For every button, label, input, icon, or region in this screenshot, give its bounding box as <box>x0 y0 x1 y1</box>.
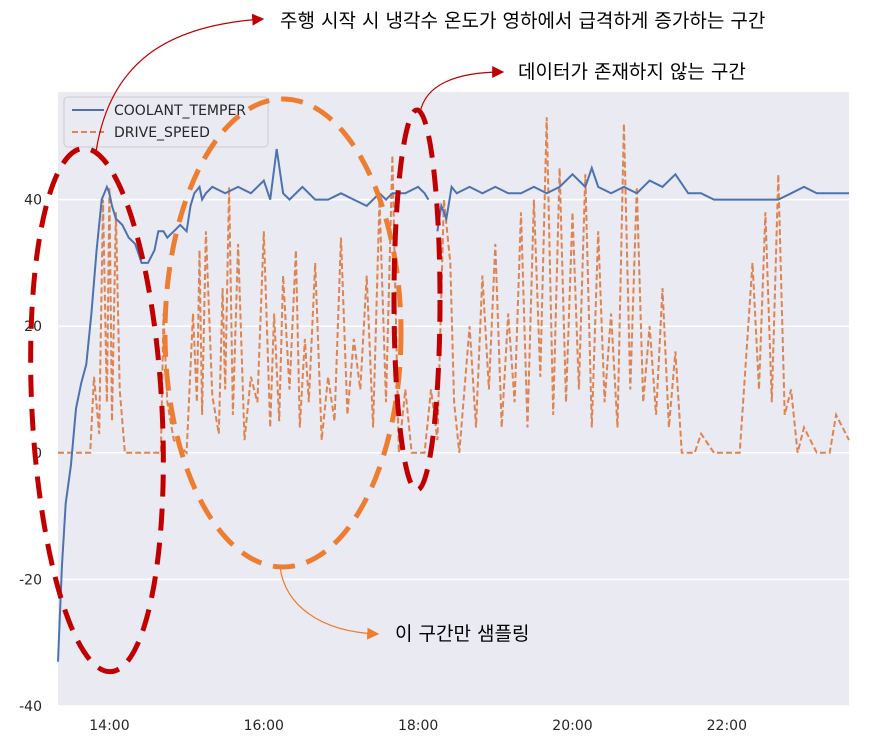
series-line-coolant-temper <box>436 164 849 232</box>
annotation-bottom: 이 구간만 샘플링 <box>395 623 529 645</box>
y-tick-label: -20 <box>19 572 42 588</box>
orange-ellipse-sampling <box>162 96 404 570</box>
legend-label-coolant: COOLANT_TEMPER <box>114 103 246 119</box>
x-tick-label: 20:00 <box>552 718 592 734</box>
arrow-bottom <box>279 566 380 640</box>
arrow-right <box>419 66 505 114</box>
legend-label-speed: DRIVE_SPEED <box>114 125 210 141</box>
y-tick-label: 0 <box>33 446 42 462</box>
x-tick-label: 16:00 <box>244 718 284 734</box>
annotation-top: 주행 시작 시 냉각수 온도가 영하에서 급격하게 증가하는 구간 <box>280 10 765 32</box>
x-tick-label: 22:00 <box>707 718 747 734</box>
annotation-right: 데이터가 존재하지 않는 구간 <box>518 61 746 83</box>
y-tick-label: 40 <box>24 193 42 209</box>
x-tick-label: 14:00 <box>89 718 129 734</box>
x-tick-label: 18:00 <box>398 718 438 734</box>
legend-box <box>63 96 269 148</box>
red-ellipse-startup <box>28 145 166 675</box>
y-tick-label: -40 <box>19 699 42 715</box>
red-ellipse-missing-data <box>391 107 443 493</box>
arrow-top <box>95 13 265 153</box>
series-line-coolant-temper <box>57 148 430 662</box>
legend: COOLANT_TEMPER DRIVE_SPEED <box>63 96 269 148</box>
x-axis: 14:00 16:00 18:00 20:00 22:00 <box>89 718 747 734</box>
